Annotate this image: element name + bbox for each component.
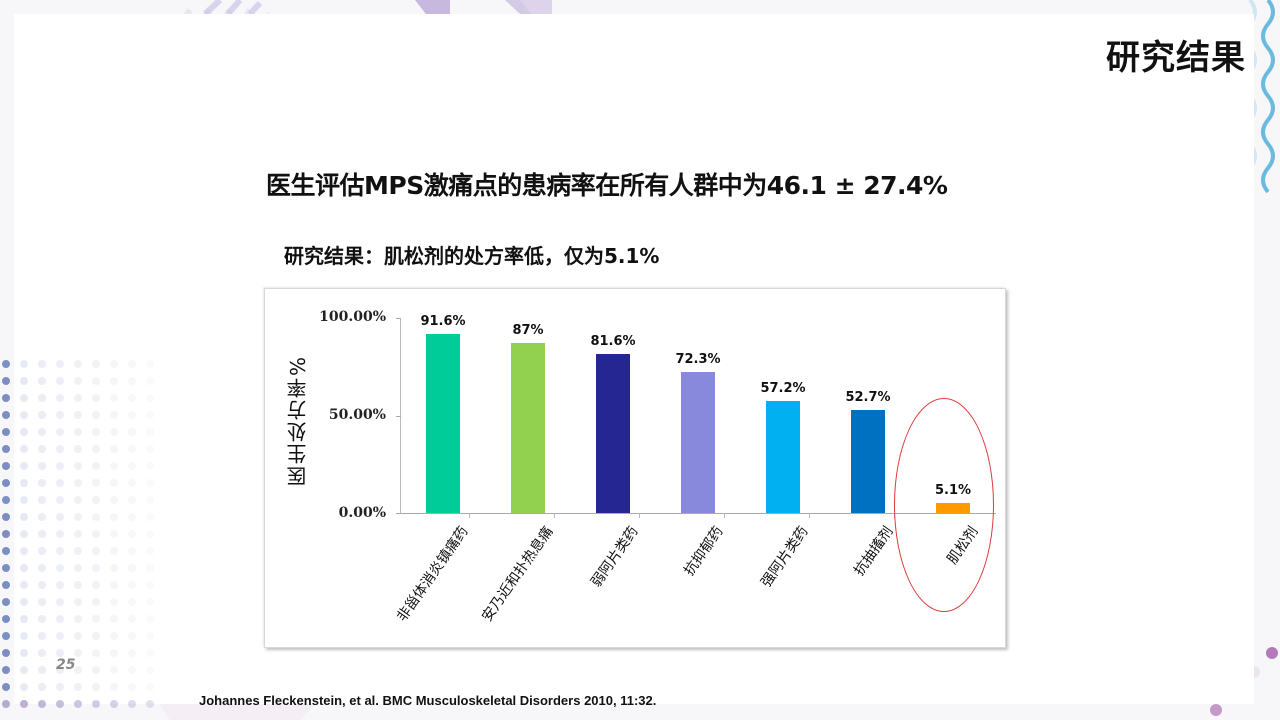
bar-value-label: 81.6%: [590, 334, 636, 349]
y-tick-0: 0.00%: [338, 505, 386, 521]
page-number: 25: [56, 657, 76, 673]
x-axis: [396, 513, 996, 514]
bar: [766, 401, 800, 513]
bar-value-label: 87%: [512, 323, 544, 338]
slide-title: 研究结果: [1106, 38, 1246, 78]
y-tickmark: [396, 318, 401, 319]
bar-value-label: 72.3%: [675, 352, 721, 367]
x-tickmark: [469, 513, 470, 518]
bar: [596, 354, 630, 513]
bar-value-label: 91.6%: [420, 314, 466, 329]
x-tickmark: [724, 513, 725, 518]
subheadline: 研究结果：肌松剂的处方率低，仅为5.1%: [284, 244, 660, 268]
bar: [426, 334, 460, 513]
x-tickmark: [554, 513, 555, 518]
y-axis: [400, 318, 401, 513]
x-tickmark: [809, 513, 810, 518]
highlight-ellipse: [894, 398, 994, 612]
headline: 医生评估MPS激痛点的患病率在所有人群中为46.1 ± 27.4%: [266, 171, 948, 200]
bar: [681, 372, 715, 513]
bar-value-label: 52.7%: [845, 390, 891, 405]
y-tick-50: 50.00%: [328, 407, 386, 423]
bar: [851, 410, 885, 513]
y-axis-label: 医生处方率%: [286, 355, 310, 487]
y-tick-100: 100.00%: [319, 309, 386, 325]
bar-value-label: 57.2%: [760, 381, 806, 396]
x-tickmark: [639, 513, 640, 518]
citation: Johannes Fleckenstein, et al. BMC Muscul…: [199, 693, 657, 708]
y-tickmark: [396, 416, 401, 417]
bar: [511, 343, 545, 513]
